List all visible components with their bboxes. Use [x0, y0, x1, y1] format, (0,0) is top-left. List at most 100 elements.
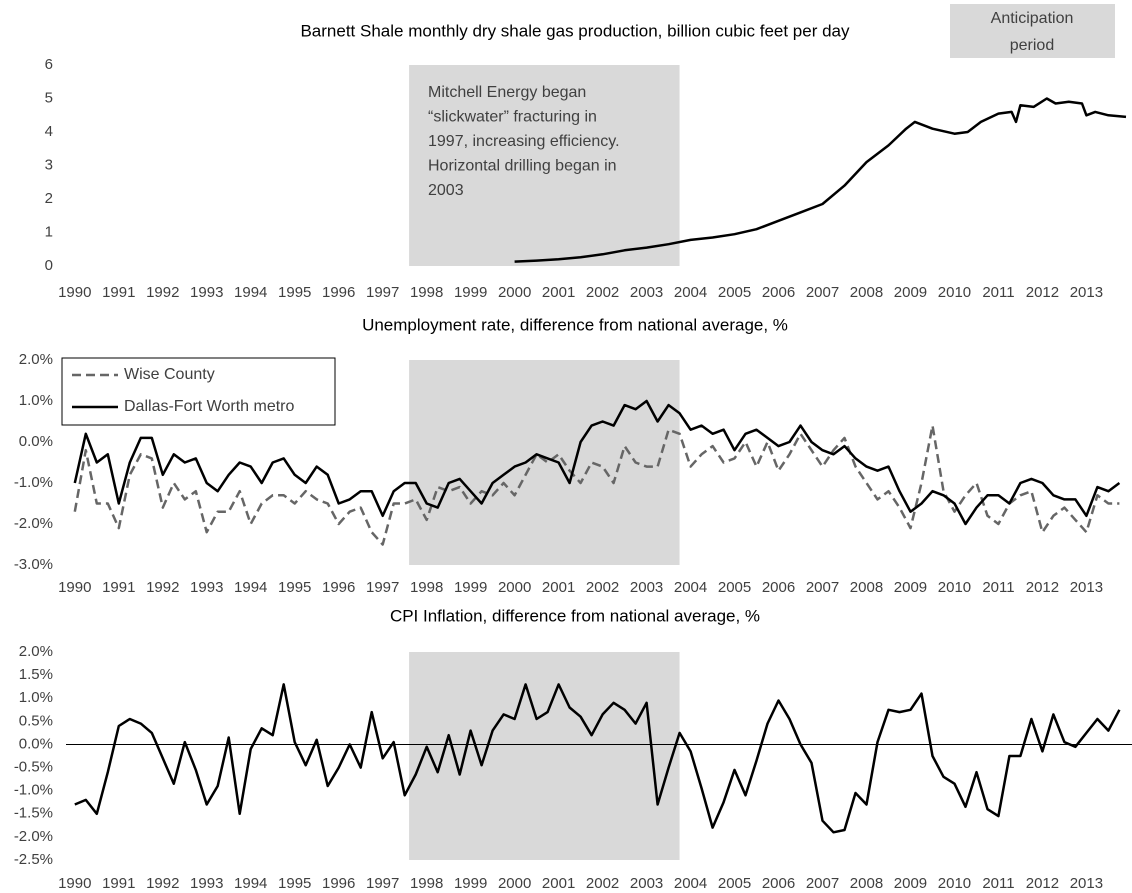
y-tick-label: 1 [45, 223, 53, 240]
shade-label: period [1010, 37, 1054, 54]
y-tick-label: 2.0% [19, 643, 53, 660]
x-tick-label: 1993 [190, 284, 223, 301]
x-tick-label: 2010 [938, 579, 971, 596]
x-tick-label: 2002 [586, 875, 619, 892]
y-tick-label: 0.5% [19, 712, 53, 729]
x-tick-label: 2001 [542, 284, 575, 301]
x-tick-label: 1993 [190, 875, 223, 892]
y-tick-label: -1.0% [14, 474, 53, 491]
x-tick-label: 1990 [58, 284, 91, 301]
annotation: 1997, increasing efficiency. [428, 133, 620, 150]
y-tick-label: 0.0% [19, 433, 53, 450]
x-tick-label: 2007 [806, 579, 839, 596]
y-tick-label: 1.5% [19, 666, 53, 683]
x-tick-label: 1997 [366, 579, 399, 596]
x-tick-label: 1995 [278, 284, 311, 301]
x-tick-label: 1997 [366, 284, 399, 301]
x-tick-label: 2007 [806, 284, 839, 301]
y-tick-label: -0.5% [14, 759, 53, 776]
y-tick-label: 6 [45, 56, 53, 73]
x-tick-label: 1994 [234, 284, 267, 301]
y-tick-label: -3.0% [14, 556, 53, 573]
y-tick-label: -1.5% [14, 805, 53, 822]
x-tick-label: 1990 [58, 875, 91, 892]
x-tick-label: 1992 [146, 284, 179, 301]
y-tick-label: 2.0% [19, 351, 53, 368]
x-tick-label: 2006 [762, 875, 795, 892]
x-tick-label: 1994 [234, 875, 267, 892]
x-tick-label: 2000 [498, 284, 531, 301]
x-tick-label: 1996 [322, 284, 355, 301]
x-tick-label: 2003 [630, 284, 663, 301]
x-tick-label: 2013 [1070, 284, 1103, 301]
x-tick-label: 2004 [674, 875, 707, 892]
annotation: Mitchell Energy began [428, 84, 586, 101]
series-line [73, 399, 1121, 526]
x-tick-label: 1994 [234, 579, 267, 596]
x-tick-label: 2004 [674, 284, 707, 301]
x-tick-label: 2012 [1026, 875, 1059, 892]
x-tick-label: 1998 [410, 875, 443, 892]
x-tick-label: 2008 [850, 284, 883, 301]
x-tick-label: 1999 [454, 284, 487, 301]
x-tick-label: 2003 [630, 579, 663, 596]
x-tick-label: 1999 [454, 579, 487, 596]
shaded-period [409, 65, 680, 266]
chart-title: Unemployment rate, difference from natio… [362, 315, 788, 334]
x-tick-label: 1991 [102, 875, 135, 892]
x-tick-label: 1999 [454, 875, 487, 892]
x-tick-label: 2009 [894, 875, 927, 892]
x-tick-label: 2012 [1026, 579, 1059, 596]
x-tick-label: 1997 [366, 875, 399, 892]
x-tick-label: 2011 [982, 284, 1014, 301]
x-tick-label: 1991 [102, 579, 135, 596]
x-tick-label: 2005 [718, 284, 751, 301]
x-tick-label: 1992 [146, 875, 179, 892]
x-tick-label: 2005 [718, 875, 751, 892]
x-tick-label: 2001 [542, 579, 575, 596]
x-tick-label: 1993 [190, 579, 223, 596]
series-line [514, 97, 1127, 263]
y-tick-label: 2 [45, 190, 53, 207]
x-tick-label: 2012 [1026, 284, 1059, 301]
x-tick-label: 2011 [982, 579, 1014, 596]
chart-title: CPI Inflation, difference from national … [390, 606, 760, 625]
x-tick-label: 1991 [102, 284, 135, 301]
series-line [73, 424, 1120, 546]
legend-box [61, 357, 336, 426]
x-tick-label: 1998 [410, 579, 443, 596]
x-tick-label: 1992 [146, 579, 179, 596]
y-tick-label: -2.0% [14, 515, 53, 532]
y-tick-label: 5 [45, 89, 53, 106]
x-tick-label: 2001 [542, 875, 575, 892]
y-tick-label: -2.5% [14, 851, 53, 868]
x-tick-label: 2008 [850, 875, 883, 892]
y-tick-label: 0 [45, 257, 53, 274]
legend-label: Wise County [124, 366, 215, 383]
x-tick-label: 2010 [938, 284, 971, 301]
x-tick-label: 2003 [630, 875, 663, 892]
y-tick-label: -1.0% [14, 782, 53, 799]
chart-title: Barnett Shale monthly dry shale gas prod… [300, 21, 850, 40]
x-tick-label: 2006 [762, 284, 795, 301]
x-tick-label: 2013 [1070, 579, 1103, 596]
legend-label: Dallas-Fort Worth metro [124, 398, 295, 415]
y-tick-label: -2.0% [14, 828, 53, 845]
x-tick-label: 1996 [322, 579, 355, 596]
annotation: 2003 [428, 182, 464, 199]
x-tick-label: 1996 [322, 875, 355, 892]
x-tick-label: 2000 [498, 875, 531, 892]
x-tick-label: 2013 [1070, 875, 1103, 892]
y-tick-label: 1.0% [19, 392, 53, 409]
x-tick-label: 2000 [498, 579, 531, 596]
x-tick-label: 1995 [278, 579, 311, 596]
x-tick-label: 2004 [674, 579, 707, 596]
shaded-period [409, 652, 680, 860]
x-tick-label: 2002 [586, 284, 619, 301]
x-tick-label: 2005 [718, 579, 751, 596]
x-tick-label: 1998 [410, 284, 443, 301]
x-tick-label: 2002 [586, 579, 619, 596]
shade-label-box [950, 4, 1115, 58]
x-tick-label: 2010 [938, 875, 971, 892]
x-tick-label: 2011 [982, 875, 1014, 892]
